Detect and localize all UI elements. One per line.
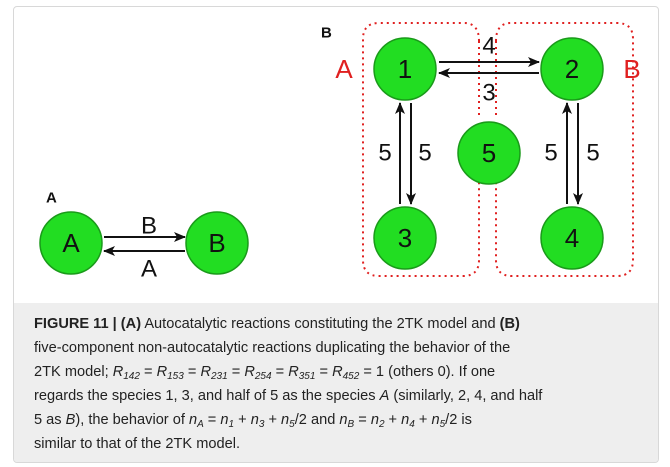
edge-label: 5 bbox=[378, 140, 391, 167]
group-outline bbox=[495, 22, 634, 277]
caption-text: 5 bbox=[439, 419, 446, 430]
node-label: A bbox=[62, 228, 80, 258]
caption-text: = bbox=[139, 364, 157, 380]
group-label: B bbox=[623, 54, 640, 84]
caption-line: similar to that of the 2TK model. bbox=[34, 432, 658, 456]
caption-line: FIGURE 11 | (A) Autocatalytic reactions … bbox=[34, 312, 658, 336]
edge-label: 4 bbox=[482, 33, 495, 60]
edge-label: 3 bbox=[482, 80, 495, 107]
caption-line: five-component non-autocatalytic reactio… bbox=[34, 336, 658, 360]
edge-label: A bbox=[141, 256, 157, 283]
caption-text: = 1 (others 0). If one bbox=[359, 364, 496, 380]
caption-text: n bbox=[188, 412, 198, 428]
caption-text: 142 bbox=[123, 371, 140, 382]
caption-text: n bbox=[370, 412, 379, 428]
caption-text: n bbox=[250, 412, 259, 428]
node bbox=[457, 121, 521, 185]
caption-text: R bbox=[200, 364, 211, 380]
caption-text: 2 bbox=[378, 419, 385, 430]
caption-text: 231 bbox=[210, 371, 228, 382]
caption-text: n bbox=[281, 412, 290, 428]
caption-text: 351 bbox=[298, 371, 316, 382]
caption-text: = bbox=[271, 364, 289, 380]
caption-text: 5 bbox=[289, 419, 295, 430]
caption-text: 3 bbox=[258, 419, 265, 430]
caption-text: R bbox=[288, 364, 299, 380]
caption-text: R bbox=[156, 364, 168, 380]
node bbox=[373, 37, 437, 101]
caption-text: 5 as bbox=[34, 412, 66, 428]
node bbox=[540, 37, 604, 101]
caption-text: /2 and bbox=[294, 412, 340, 428]
caption-text: five-component non-autocatalytic reactio… bbox=[34, 340, 511, 356]
edge-label: 5 bbox=[544, 140, 557, 167]
panel-label: A bbox=[46, 190, 57, 207]
caption-text: 1 bbox=[228, 419, 235, 430]
node bbox=[185, 211, 249, 275]
caption-text: B bbox=[347, 419, 355, 430]
node bbox=[373, 206, 437, 270]
caption-text: + bbox=[384, 412, 402, 428]
node-label: 2 bbox=[565, 54, 579, 84]
caption-text: /2 is bbox=[445, 412, 472, 428]
caption-text: 2TK model; bbox=[34, 364, 113, 380]
caption-text: = bbox=[315, 364, 333, 380]
caption-text: R bbox=[244, 364, 255, 380]
caption-text: R bbox=[332, 364, 343, 380]
caption-text: n bbox=[431, 412, 440, 428]
caption-text: = bbox=[227, 364, 245, 380]
caption-text: = bbox=[354, 412, 371, 428]
node-label: 5 bbox=[482, 138, 496, 168]
node-label: 1 bbox=[398, 54, 412, 84]
node-label: 3 bbox=[398, 223, 412, 253]
caption-text: regards the species 1, 3, and half of 5 … bbox=[34, 388, 380, 404]
edge-label: B bbox=[141, 213, 157, 240]
caption-text: 153 bbox=[167, 371, 184, 382]
node-label: 4 bbox=[565, 223, 579, 253]
caption-text: (similarly, 2, 4, and half bbox=[389, 388, 543, 404]
caption-text: ), the behavior of bbox=[75, 412, 189, 428]
edge-label: 5 bbox=[418, 140, 431, 167]
caption-line: regards the species 1, 3, and half of 5 … bbox=[34, 384, 658, 408]
group-label: A bbox=[335, 54, 353, 84]
caption-text: 254 bbox=[254, 371, 272, 382]
caption-text: B bbox=[65, 412, 76, 428]
caption-text: FIGURE 11 | (A) bbox=[34, 316, 142, 332]
caption-text: A bbox=[197, 419, 204, 430]
caption-text: + bbox=[414, 412, 432, 428]
caption-text: + bbox=[264, 412, 282, 428]
edge-label: 5 bbox=[586, 140, 599, 167]
caption-line: 5 as B), the behavior of nA = n1 + n3 + … bbox=[34, 408, 658, 432]
caption-text: 452 bbox=[342, 371, 360, 382]
caption-text: n bbox=[220, 412, 229, 428]
group-outline bbox=[362, 22, 480, 277]
caption-text: Autocatalytic reactions constituting the… bbox=[141, 316, 500, 332]
node bbox=[39, 211, 103, 275]
caption-text: 4 bbox=[409, 419, 415, 430]
caption-text: n bbox=[401, 412, 410, 428]
caption: FIGURE 11 | (A) Autocatalytic reactions … bbox=[14, 303, 658, 462]
caption-text: = bbox=[183, 364, 201, 380]
node-label: B bbox=[208, 228, 225, 258]
panel-label: B bbox=[321, 25, 332, 42]
caption-text: similar to that of the 2TK model. bbox=[34, 436, 241, 452]
caption-text: = bbox=[203, 412, 221, 428]
caption-text: A bbox=[379, 388, 390, 404]
caption-text: + bbox=[234, 412, 251, 428]
caption-text: (B) bbox=[499, 316, 520, 332]
caption-text: R bbox=[112, 364, 124, 380]
caption-line: 2TK model; R142 = R153 = R231 = R254 = R… bbox=[34, 360, 658, 384]
caption-text: n bbox=[339, 412, 348, 428]
node bbox=[540, 206, 604, 270]
